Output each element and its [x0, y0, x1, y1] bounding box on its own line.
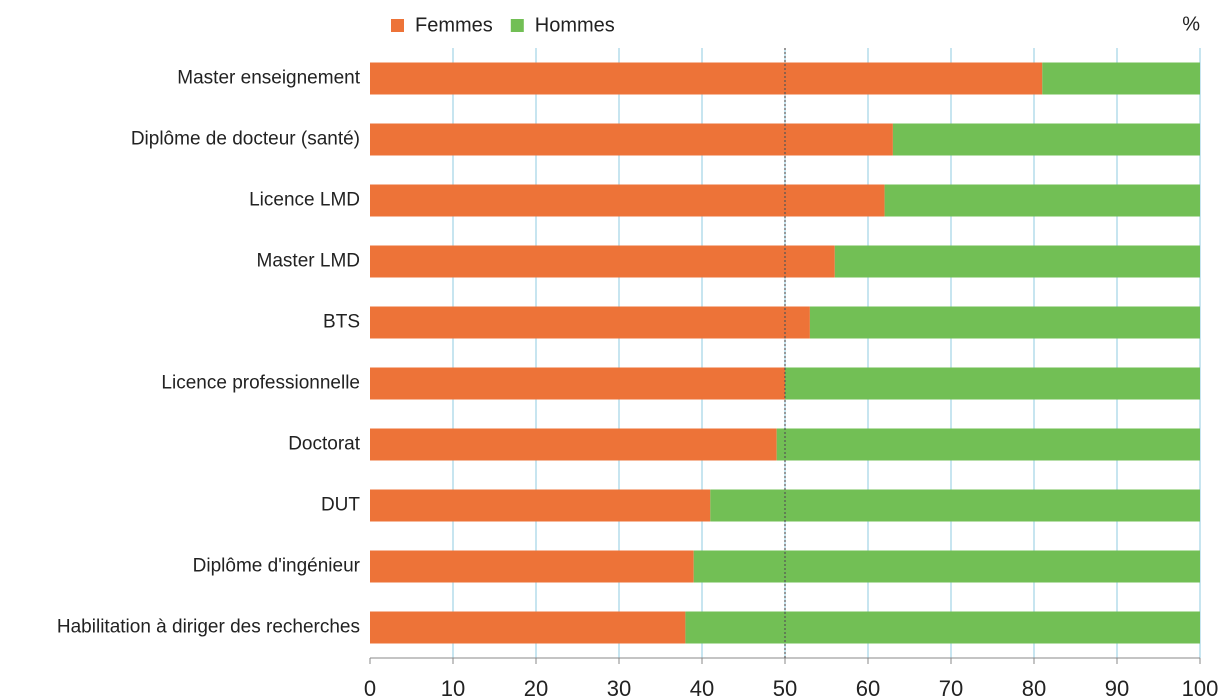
x-tick-label: 90 [1105, 676, 1129, 698]
category-label: BTS [323, 312, 360, 333]
bar-segment [370, 428, 777, 461]
x-tick-label: 70 [939, 676, 963, 698]
category-label: Master enseignement [177, 68, 360, 89]
bar-segment [370, 184, 885, 217]
category-label: Licence professionnelle [161, 373, 360, 394]
category-label: Doctorat [288, 434, 361, 455]
bar-segment [776, 428, 1200, 461]
bar-segment [370, 306, 810, 339]
bar-segment [370, 550, 694, 583]
bar-segment [370, 489, 711, 522]
x-tick-label: 30 [607, 676, 631, 698]
category-label: Licence LMD [249, 190, 360, 211]
x-tick-label: 100 [1182, 676, 1219, 698]
category-label: Master LMD [257, 251, 360, 272]
x-tick-label: 0 [364, 676, 376, 698]
bar-segment [370, 367, 785, 400]
x-tick-label: 20 [524, 676, 548, 698]
unit-label: % [1182, 13, 1200, 35]
bar-segment [892, 123, 1200, 156]
x-tick-label: 60 [856, 676, 880, 698]
legend-label: Hommes [535, 14, 615, 36]
category-label: Diplôme d'ingénieur [193, 556, 361, 577]
bar-segment [370, 611, 686, 644]
bar-segment [884, 184, 1200, 217]
bar-segment [809, 306, 1200, 339]
bar-segment [710, 489, 1200, 522]
legend-label: Femmes [415, 14, 493, 36]
category-label: DUT [321, 495, 360, 516]
x-tick-label: 80 [1022, 676, 1046, 698]
bar-segment [834, 245, 1200, 278]
x-tick-label: 10 [441, 676, 465, 698]
bar-segment [685, 611, 1200, 644]
legend-swatch [510, 19, 524, 32]
category-label: Habilitation à diriger des recherches [57, 617, 360, 638]
category-label: Diplôme de docteur (santé) [131, 129, 360, 150]
x-tick-label: 50 [773, 676, 797, 698]
bar-segment [370, 62, 1043, 95]
bar-segment [693, 550, 1200, 583]
legend-swatch [391, 19, 404, 32]
bar-segment [370, 123, 893, 156]
x-tick-label: 40 [690, 676, 714, 698]
bar-segment [1042, 62, 1200, 95]
bar-segment [785, 367, 1200, 400]
bar-segment [370, 245, 835, 278]
